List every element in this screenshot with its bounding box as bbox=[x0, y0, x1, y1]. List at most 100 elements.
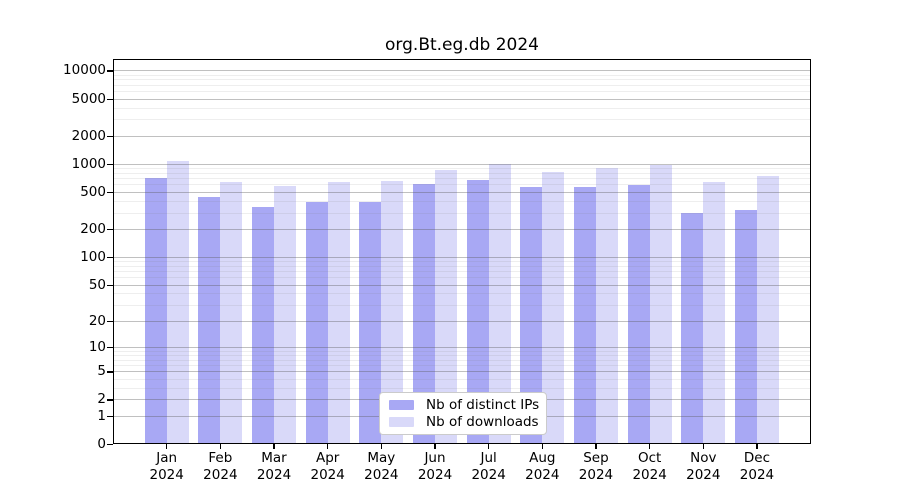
bar-oct-nb-of-distinct-ips bbox=[627, 185, 650, 444]
y-tick-mark bbox=[107, 346, 113, 349]
bar-feb-nb-of-distinct-ips bbox=[198, 197, 221, 444]
month-year: 2024 bbox=[632, 467, 667, 483]
y-tick-mark bbox=[107, 371, 113, 373]
bar-jul-nb-of-downloads bbox=[488, 164, 511, 444]
y-tick-mark bbox=[107, 191, 113, 194]
month-year: 2024 bbox=[364, 467, 399, 483]
bar-sep-nb-of-downloads bbox=[595, 167, 618, 444]
x-tick-mark-may bbox=[380, 444, 383, 449]
bar-dec-nb-of-distinct-ips bbox=[734, 209, 757, 444]
x-tick-mark-jun bbox=[434, 444, 436, 449]
month-year: 2024 bbox=[578, 467, 614, 483]
bar-apr-nb-of-downloads bbox=[327, 182, 350, 444]
y-tick-mark bbox=[107, 228, 113, 231]
y-tick-label-2: 2 bbox=[97, 391, 106, 408]
x-tick-label-jan: Jan 2024 bbox=[135, 450, 199, 484]
y-tick-mark bbox=[107, 415, 113, 418]
y-tick-label-100: 100 bbox=[80, 248, 106, 265]
bar-aug-nb-of-downloads bbox=[542, 171, 565, 444]
gridline-700 bbox=[113, 178, 811, 180]
gridline-7000 bbox=[113, 84, 811, 86]
y-tick-mark bbox=[107, 98, 113, 100]
month-name: Jul bbox=[480, 450, 497, 466]
y-tick-mark bbox=[107, 163, 113, 166]
y-tick-label-2000: 2000 bbox=[71, 127, 106, 144]
month-name: Sep bbox=[583, 450, 609, 466]
x-tick-label-sep: Sep 2024 bbox=[564, 450, 628, 484]
month-name: Mar bbox=[261, 450, 287, 466]
y-tick-label-5: 5 bbox=[97, 363, 106, 380]
month-year: 2024 bbox=[149, 467, 184, 483]
bar-jan-nb-of-distinct-ips bbox=[144, 178, 167, 444]
legend-item-distinct-ips: Nb of distinct IPs bbox=[389, 398, 546, 412]
legend-swatch-distinct-ips bbox=[389, 400, 414, 410]
legend-swatch-downloads bbox=[389, 417, 414, 427]
x-tick-label-apr: Apr 2024 bbox=[296, 450, 360, 484]
month-year: 2024 bbox=[471, 467, 506, 483]
x-tick-mark-feb bbox=[219, 444, 222, 449]
y-tick-mark bbox=[107, 284, 113, 286]
x-tick-label-dec: Dec 2024 bbox=[725, 450, 789, 484]
y-tick-mark bbox=[107, 70, 113, 72]
month-name: Jun bbox=[424, 450, 446, 466]
bar-apr-nb-of-distinct-ips bbox=[305, 202, 328, 444]
y-tick-label-1: 1 bbox=[97, 407, 106, 424]
y-tick-label-1000: 1000 bbox=[71, 155, 106, 172]
bar-jun-nb-of-distinct-ips bbox=[413, 184, 435, 444]
gridline-900 bbox=[113, 168, 811, 170]
month-name: Aug bbox=[529, 450, 556, 466]
x-tick-mark-sep bbox=[595, 444, 597, 449]
y-tick-label-500: 500 bbox=[80, 183, 106, 200]
x-tick-mark-jan bbox=[166, 444, 168, 449]
bar-jan-nb-of-downloads bbox=[166, 161, 189, 444]
x-tick-label-aug: Aug 2024 bbox=[510, 450, 574, 484]
bar-aug-nb-of-distinct-ips bbox=[520, 187, 543, 444]
gridline-8000 bbox=[113, 79, 811, 81]
month-name: Nov bbox=[690, 450, 717, 466]
gridline-2000 bbox=[113, 135, 811, 137]
bar-nov-nb-of-downloads bbox=[703, 182, 726, 444]
bar-dec-nb-of-downloads bbox=[756, 175, 779, 444]
month-name: May bbox=[367, 450, 396, 466]
month-name: Jan bbox=[156, 450, 178, 466]
x-tick-label-feb: Feb 2024 bbox=[188, 450, 252, 484]
bar-mar-nb-of-downloads bbox=[274, 186, 297, 444]
legend-item-downloads: Nb of downloads bbox=[389, 415, 546, 429]
month-year: 2024 bbox=[739, 467, 775, 483]
y-tick-mark bbox=[107, 444, 113, 446]
bar-may-nb-of-distinct-ips bbox=[359, 201, 382, 444]
x-tick-mark-nov bbox=[702, 444, 704, 449]
bar-sep-nb-of-distinct-ips bbox=[573, 186, 596, 444]
month-name: Apr bbox=[315, 450, 340, 466]
gridline-5000 bbox=[113, 98, 811, 100]
x-tick-label-may: May 2024 bbox=[349, 450, 413, 484]
x-tick-label-jun: Jun 2024 bbox=[403, 450, 467, 484]
y-tick-label-50: 50 bbox=[88, 276, 106, 293]
x-tick-mark-oct bbox=[648, 444, 651, 449]
x-tick-mark-mar bbox=[273, 444, 275, 449]
legend: Nb of distinct IPs Nb of downloads bbox=[379, 392, 547, 435]
x-tick-mark-aug bbox=[541, 444, 543, 449]
month-year: 2024 bbox=[417, 467, 453, 483]
x-tick-label-oct: Oct 2024 bbox=[618, 450, 682, 484]
plot-area bbox=[113, 59, 811, 444]
y-tick-label-200: 200 bbox=[80, 220, 106, 237]
month-year: 2024 bbox=[203, 467, 238, 483]
month-year: 2024 bbox=[256, 467, 292, 483]
y-tick-mark bbox=[107, 320, 113, 322]
month-name: Oct bbox=[637, 450, 662, 466]
x-tick-mark-dec bbox=[756, 444, 758, 449]
legend-label-distinct-ips: Nb of distinct IPs bbox=[426, 397, 540, 413]
y-tick-label-20: 20 bbox=[88, 312, 106, 329]
legend-label-downloads: Nb of downloads bbox=[426, 414, 539, 430]
x-tick-mark-jul bbox=[487, 444, 490, 449]
chart-title: org.Bt.eg.db 2024 bbox=[385, 35, 539, 55]
gridline-9000 bbox=[113, 74, 811, 76]
gridline-4000 bbox=[113, 107, 811, 109]
y-tick-label-10: 10 bbox=[88, 338, 106, 355]
bar-jul-nb-of-distinct-ips bbox=[466, 179, 489, 444]
month-name: Dec bbox=[743, 450, 771, 466]
month-year: 2024 bbox=[525, 467, 560, 483]
bar-may-nb-of-downloads bbox=[381, 180, 404, 444]
y-tick-mark bbox=[107, 135, 113, 138]
